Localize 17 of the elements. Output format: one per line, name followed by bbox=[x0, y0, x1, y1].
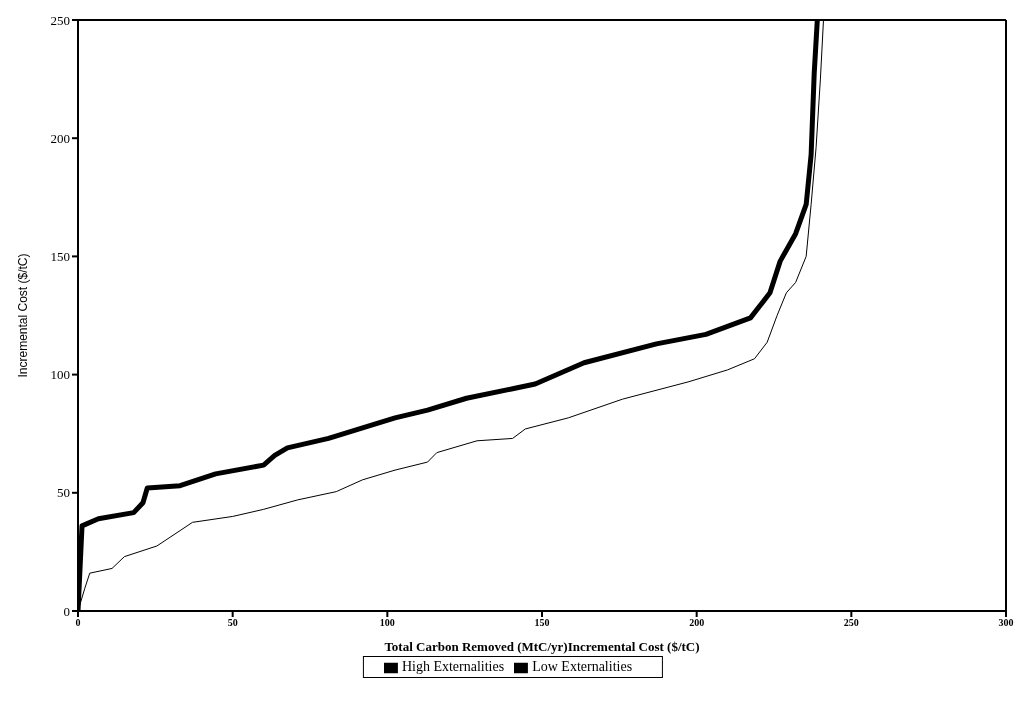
legend-label: Low Externalities bbox=[532, 659, 633, 674]
x-tick-label: 200 bbox=[689, 617, 705, 629]
y-tick-label: 50 bbox=[57, 485, 70, 501]
x-axis-title: Total Carbon Removed (MtC/yr)Incremental Cost ($/tC) bbox=[384, 639, 700, 654]
y-tick-label: 150 bbox=[50, 249, 70, 265]
y-axis-title: Incremental Cost ($/tC) bbox=[16, 253, 31, 378]
x-tick-label: 50 bbox=[227, 617, 238, 629]
y-tick-label: 200 bbox=[50, 130, 70, 146]
x-tick-label: 0 bbox=[75, 617, 81, 629]
x-tick-label: 250 bbox=[843, 617, 859, 629]
legend-label: High Externalities bbox=[401, 659, 505, 674]
y-tick-label: 100 bbox=[50, 367, 70, 383]
y-tick-label: 250 bbox=[50, 12, 70, 28]
x-tick-label: 100 bbox=[379, 617, 395, 629]
x-tick-label: 300 bbox=[998, 617, 1014, 629]
x-tick-label: 150 bbox=[534, 617, 550, 629]
y-tick-label: 0 bbox=[63, 603, 70, 619]
